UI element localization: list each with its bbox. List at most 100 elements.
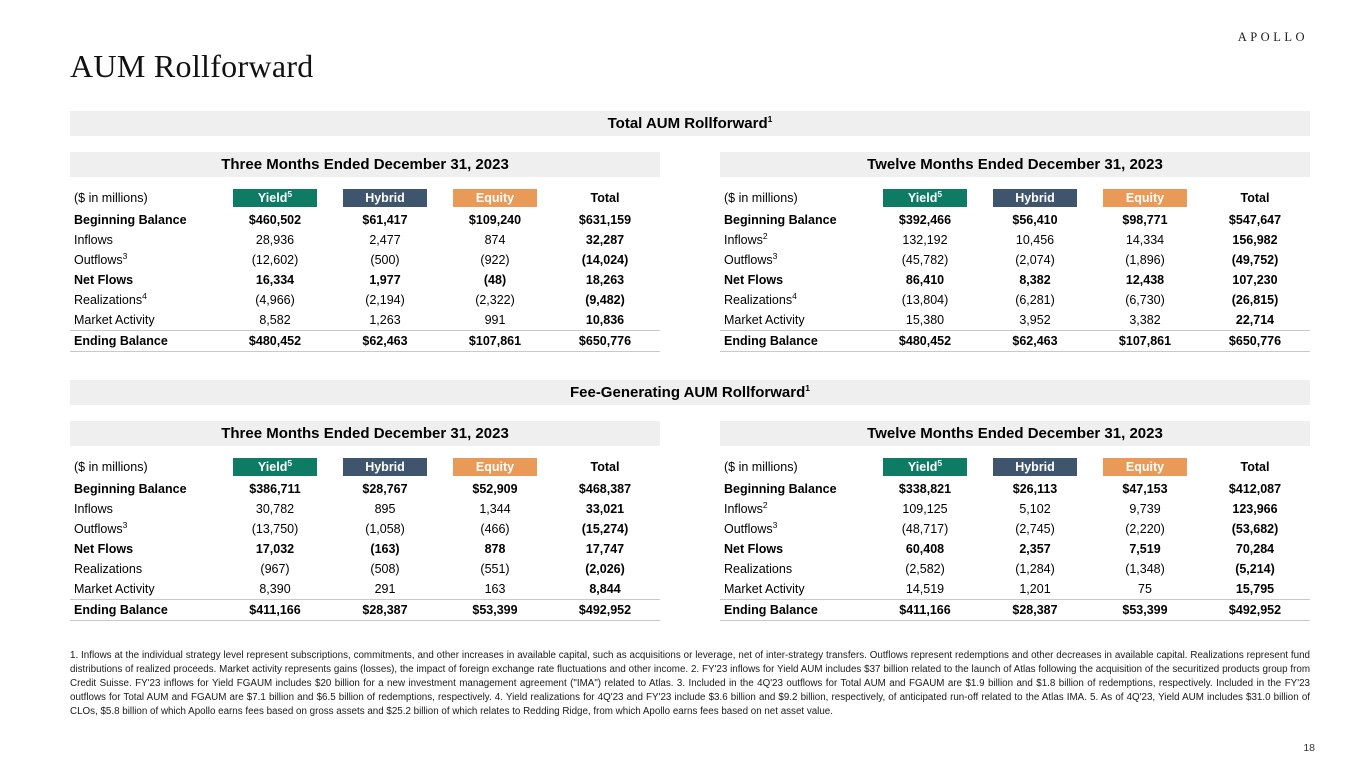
cell-value: 874: [484, 233, 506, 247]
page-number: 18: [1303, 742, 1315, 754]
row-label: Ending Balance: [720, 599, 870, 621]
cell-value: $650,776: [1200, 330, 1310, 352]
cell-value: $61,417: [362, 213, 408, 227]
aum-table: ($ in millions) Yield5 Hybrid Equity Total Be…: [70, 186, 660, 352]
cell-value: 123,966: [1232, 502, 1278, 516]
table-row: Net Flows 17,032 (163) 878 17,747: [70, 539, 660, 559]
unit-label: ($ in millions): [724, 460, 798, 474]
row-label: Net Flows: [724, 542, 784, 556]
yield-header-chip: Yield5: [233, 189, 317, 207]
row-label: Market Activity: [724, 313, 805, 327]
table-row: Net Flows 60,408 2,357 7,519 70,284: [720, 539, 1310, 559]
period-title: Twelve Months Ended December 31, 2023: [720, 421, 1310, 446]
row-label: Net Flows: [724, 273, 784, 287]
section-title-bar: Fee-Generating AUM Rollforward1: [70, 380, 1310, 405]
column-header-yield: Yield5: [220, 186, 330, 210]
cell-value: 5,102: [1019, 502, 1051, 516]
cell-value: 14,519: [905, 582, 945, 596]
table-row: Realizations4 (4,966) (2,194) (2,322) (9,482…: [70, 290, 660, 310]
cell-value: 32,287: [585, 233, 625, 247]
table-header-row: ($ in millions) Yield5 Hybrid Equity Total: [70, 186, 660, 210]
cell-value: 878: [484, 542, 506, 556]
cell-value: 991: [484, 313, 506, 327]
column-header-equity: Equity: [1090, 186, 1200, 210]
cell-value: (922): [480, 253, 510, 267]
cell-value: 75: [1138, 582, 1152, 596]
column-header-total: Total: [1200, 186, 1310, 210]
cell-value: (508): [370, 562, 400, 576]
table-row: Net Flows 86,410 8,382 12,438 107,230: [720, 270, 1310, 290]
cell-value: (2,322): [475, 293, 515, 307]
cell-value: 14,334: [1125, 233, 1165, 247]
cell-value: $386,711: [249, 482, 301, 496]
cell-value: 10,456: [1015, 233, 1055, 247]
cell-value: 22,714: [1235, 313, 1275, 327]
cell-value: (53,682): [1231, 522, 1279, 536]
cell-value: (466): [480, 522, 510, 536]
equity-header-chip: Equity: [1103, 189, 1187, 207]
cell-value: 1,201: [1019, 582, 1051, 596]
cell-value: 291: [374, 582, 396, 596]
cell-value: $47,153: [1122, 482, 1168, 496]
table-row: Realizations4 (13,804) (6,281) (6,730) (26,8…: [720, 290, 1310, 310]
yield-header-chip: Yield5: [883, 189, 967, 207]
cell-value: (4,966): [255, 293, 295, 307]
cell-value: (1,348): [1125, 562, 1165, 576]
cell-value: $107,861: [440, 330, 550, 352]
cell-value: $480,452: [870, 330, 980, 352]
cell-value: (1,284): [1015, 562, 1055, 576]
column-header-hybrid: Hybrid: [330, 455, 440, 479]
table-row: Ending Balance $480,452 $62,463 $107,861 $65…: [720, 330, 1310, 352]
table-row: Inflows2 132,192 10,456 14,334 156,982: [720, 230, 1310, 250]
cell-value: 15,795: [1235, 582, 1275, 596]
cell-value: $53,399: [1090, 599, 1200, 621]
cell-value: 33,021: [585, 502, 625, 516]
cell-value: (1,896): [1125, 253, 1165, 267]
aum-table: ($ in millions) Yield5 Hybrid Equity Total Be…: [720, 186, 1310, 352]
cell-value: 2,357: [1019, 542, 1051, 556]
table-block: Twelve Months Ended December 31, 2023 ($ …: [720, 421, 1310, 621]
cell-value: 18,263: [585, 273, 625, 287]
page-title: AUM Rollforward: [70, 48, 314, 84]
row-label: Beginning Balance: [724, 482, 837, 496]
table-row: Realizations (2,582) (1,284) (1,348) (5,214): [720, 559, 1310, 579]
section-title-bar: Total AUM Rollforward1: [70, 111, 1310, 136]
cell-value: (13,750): [251, 522, 299, 536]
cell-value: 8,390: [259, 582, 291, 596]
cell-value: $492,952: [1200, 599, 1310, 621]
cell-value: 10,836: [585, 313, 625, 327]
cell-value: (6,281): [1015, 293, 1055, 307]
cell-value: 16,334: [255, 273, 295, 287]
cell-value: $53,399: [440, 599, 550, 621]
table-row: Inflows 30,782 895 1,344 33,021: [70, 499, 660, 519]
cell-value: (5,214): [1235, 562, 1275, 576]
cell-value: (2,194): [365, 293, 405, 307]
cell-value: (967): [260, 562, 290, 576]
column-header-total: Total: [550, 186, 660, 210]
row-label: Market Activity: [74, 313, 155, 327]
cell-value: 3,382: [1129, 313, 1161, 327]
hybrid-header-chip: Hybrid: [343, 458, 427, 476]
cell-value: $411,166: [870, 599, 980, 621]
cell-value: 15,380: [905, 313, 945, 327]
table-header-row: ($ in millions) Yield5 Hybrid Equity Total: [720, 186, 1310, 210]
row-label: Realizations4: [724, 290, 797, 307]
total-header-chip: Total: [590, 460, 620, 474]
row-label: Beginning Balance: [74, 213, 187, 227]
cell-value: (500): [370, 253, 400, 267]
cell-value: $411,166: [220, 599, 330, 621]
row-label: Net Flows: [74, 542, 134, 556]
table-row: Market Activity 14,519 1,201 75 15,795: [720, 579, 1310, 600]
column-header-yield: Yield5: [870, 455, 980, 479]
cell-value: (2,074): [1015, 253, 1055, 267]
row-label: Inflows: [74, 233, 113, 247]
column-header-total: Total: [550, 455, 660, 479]
cell-value: $52,909: [472, 482, 518, 496]
cell-value: 17,032: [255, 542, 295, 556]
cell-value: 60,408: [905, 542, 945, 556]
cell-value: 107,230: [1232, 273, 1278, 287]
cell-value: (15,274): [581, 522, 629, 536]
aum-table: ($ in millions) Yield5 Hybrid Equity Total Be…: [720, 455, 1310, 621]
table-row: Outflows3 (45,782) (2,074) (1,896) (49,752): [720, 250, 1310, 270]
table-row: Ending Balance $411,166 $28,387 $53,399 $492…: [720, 599, 1310, 621]
